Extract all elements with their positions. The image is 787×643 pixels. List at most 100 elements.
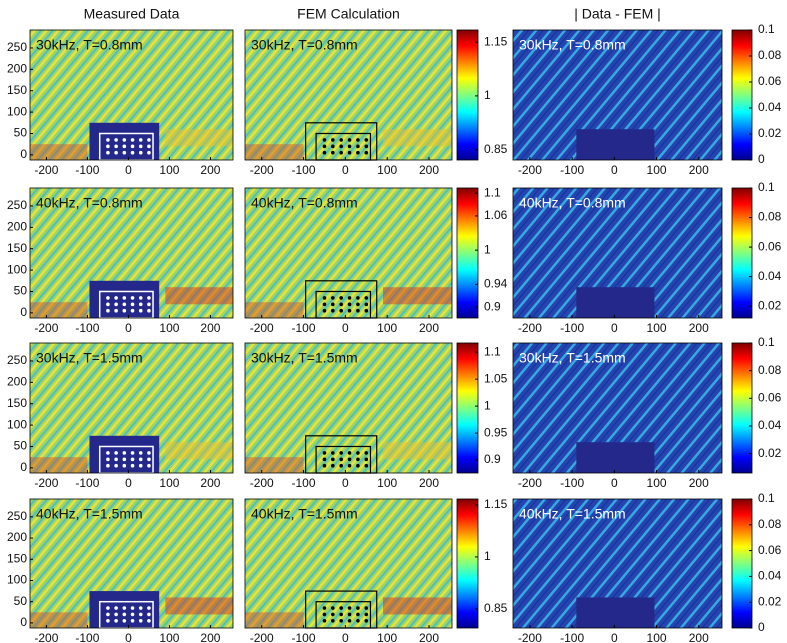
x-tick-label: -100 xyxy=(75,476,99,490)
colorbar xyxy=(456,187,479,319)
plot-frame xyxy=(29,498,234,629)
x-tick-label: -200 xyxy=(250,321,274,335)
hole xyxy=(322,144,327,149)
hole xyxy=(130,302,135,307)
x-tick-label: -200 xyxy=(34,631,58,643)
x-tick-label: 200 xyxy=(689,163,709,177)
sample-block xyxy=(576,597,655,628)
x-tick-label: -100 xyxy=(560,631,584,643)
colorbar-tick-label: 0.08 xyxy=(758,48,782,62)
hole xyxy=(331,612,335,617)
panel-label: 40kHz, T=1.5mm xyxy=(36,506,143,522)
hole xyxy=(364,606,369,610)
panel-label: 30kHz, T=1.5mm xyxy=(519,350,626,366)
colorbar-tick-label: 1.1 xyxy=(484,344,501,358)
colorbar-tick-label: 0.1 xyxy=(758,491,775,505)
hole xyxy=(130,451,135,455)
x-tick-label: 200 xyxy=(419,631,439,643)
hole xyxy=(106,144,110,149)
x-tick-label: -200 xyxy=(250,163,274,177)
x-tick-label: 0 xyxy=(342,476,349,490)
hole xyxy=(364,308,369,313)
colorbar-tick-label: 0.95 xyxy=(484,425,508,439)
y-tick-label: 150 xyxy=(7,83,27,97)
hole xyxy=(347,138,352,142)
panel-label: 40kHz, T=0.8mm xyxy=(519,195,626,211)
colorbar-tick-label: 0.02 xyxy=(758,446,782,460)
hole xyxy=(339,612,343,617)
hole xyxy=(339,618,343,623)
wave-band xyxy=(383,597,452,615)
sample-block xyxy=(576,287,655,318)
panel-label: 40kHz, T=1.5mm xyxy=(251,506,358,522)
x-tick-label: 200 xyxy=(200,631,220,643)
y-tick-label: 100 xyxy=(7,417,27,431)
plot-frame xyxy=(29,29,234,161)
hole xyxy=(322,606,327,610)
hole xyxy=(114,138,118,142)
hole xyxy=(356,150,360,155)
hole xyxy=(114,612,118,617)
y-tick-label: 100 xyxy=(7,104,27,118)
y-tick-label: 150 xyxy=(7,551,27,565)
colorbar-tick-label: 0.85 xyxy=(484,601,508,615)
hole xyxy=(130,308,135,313)
colorbar-tick-label: 0 xyxy=(758,620,765,634)
colorbar-tick-label: 0.9 xyxy=(484,452,501,466)
hole xyxy=(106,302,110,307)
hole xyxy=(356,606,360,610)
colorbar-tick-label: 0.1 xyxy=(758,180,775,194)
x-tick-label: 100 xyxy=(377,476,397,490)
hole xyxy=(322,308,327,313)
wave-band xyxy=(30,612,88,628)
hole xyxy=(347,150,352,155)
colorbar-tick-label: 0.1 xyxy=(758,22,775,36)
hole xyxy=(331,138,335,142)
y-tick-label: 50 xyxy=(14,284,28,298)
colorbar-tick-label: 0.08 xyxy=(758,363,782,377)
x-tick-label: -200 xyxy=(34,321,58,335)
wave-band xyxy=(30,457,88,473)
hole xyxy=(106,463,110,468)
hole xyxy=(147,612,151,617)
hole xyxy=(106,150,110,155)
column-title: FEM Calculation xyxy=(297,6,400,22)
panel-label: 40kHz, T=0.8mm xyxy=(251,195,358,211)
sample-block xyxy=(576,129,655,160)
x-tick-label: 100 xyxy=(647,163,667,177)
x-tick-label: -200 xyxy=(518,631,542,643)
y-tick-label: 0 xyxy=(20,615,27,629)
hole xyxy=(356,138,360,142)
hole xyxy=(364,150,369,155)
hole xyxy=(114,308,118,313)
plot-frame xyxy=(512,342,723,474)
hole xyxy=(347,618,352,623)
x-tick-label: 100 xyxy=(159,631,179,643)
colorbar-tick-label: 0.06 xyxy=(758,74,782,88)
x-tick-label: 0 xyxy=(125,476,132,490)
x-tick-label: -100 xyxy=(292,476,316,490)
hole xyxy=(130,457,135,462)
hole xyxy=(347,457,352,462)
x-tick-label: 100 xyxy=(647,321,667,335)
hole xyxy=(322,618,327,623)
hole xyxy=(114,457,118,462)
hole xyxy=(138,612,143,617)
hole xyxy=(339,150,343,155)
hole xyxy=(138,463,143,468)
hole xyxy=(331,296,335,300)
hole xyxy=(339,457,343,462)
hole xyxy=(347,302,352,307)
wave-band xyxy=(165,287,233,305)
hole xyxy=(130,144,135,149)
hole xyxy=(122,606,127,610)
hole xyxy=(122,144,127,149)
hole xyxy=(331,302,335,307)
hole xyxy=(106,296,110,300)
hole xyxy=(356,612,360,617)
x-tick-label: 0 xyxy=(342,631,349,643)
x-tick-label: -100 xyxy=(292,631,316,643)
hole xyxy=(331,606,335,610)
hole xyxy=(356,302,360,307)
hole xyxy=(339,451,343,455)
